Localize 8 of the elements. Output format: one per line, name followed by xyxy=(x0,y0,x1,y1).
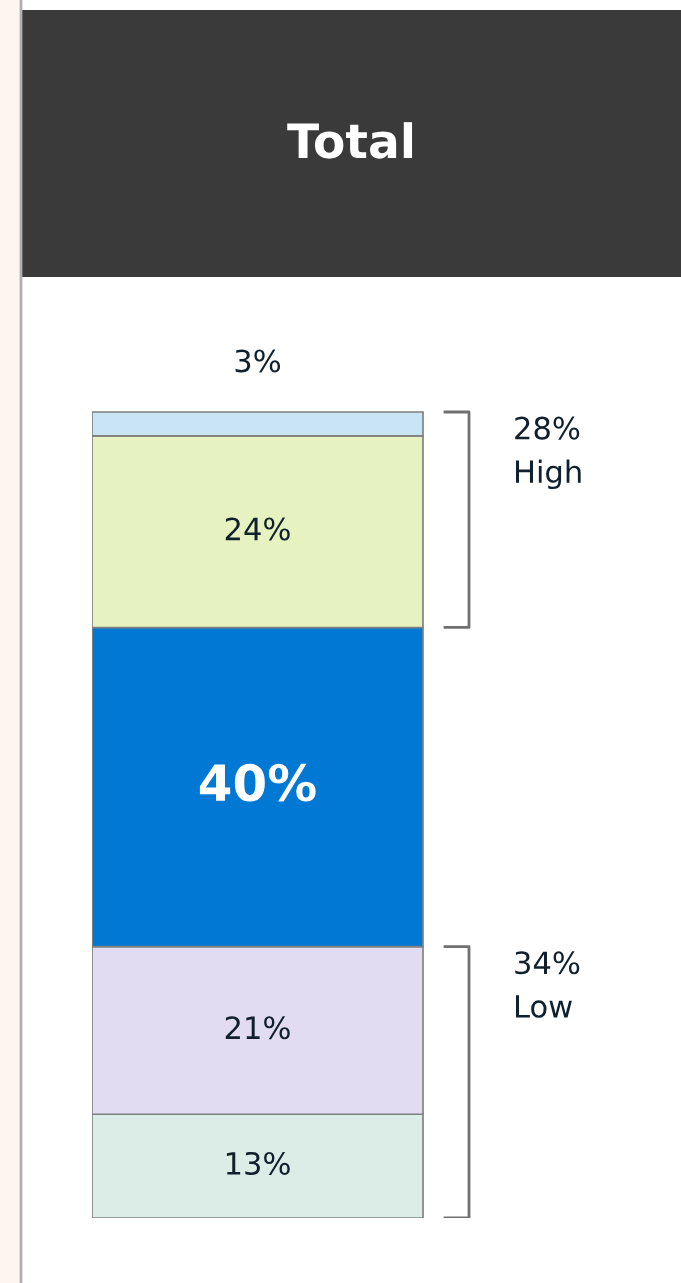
data-label: 13% xyxy=(226,1151,290,1175)
text: 28% High xyxy=(515,416,581,490)
chart-title: Total xyxy=(287,122,413,159)
text: 34% Low xyxy=(515,951,580,1018)
data-label: 21% xyxy=(225,1016,290,1040)
data-label: 3% xyxy=(235,349,281,373)
data-label: 40% xyxy=(199,763,316,802)
data-label: 24% xyxy=(225,517,290,541)
